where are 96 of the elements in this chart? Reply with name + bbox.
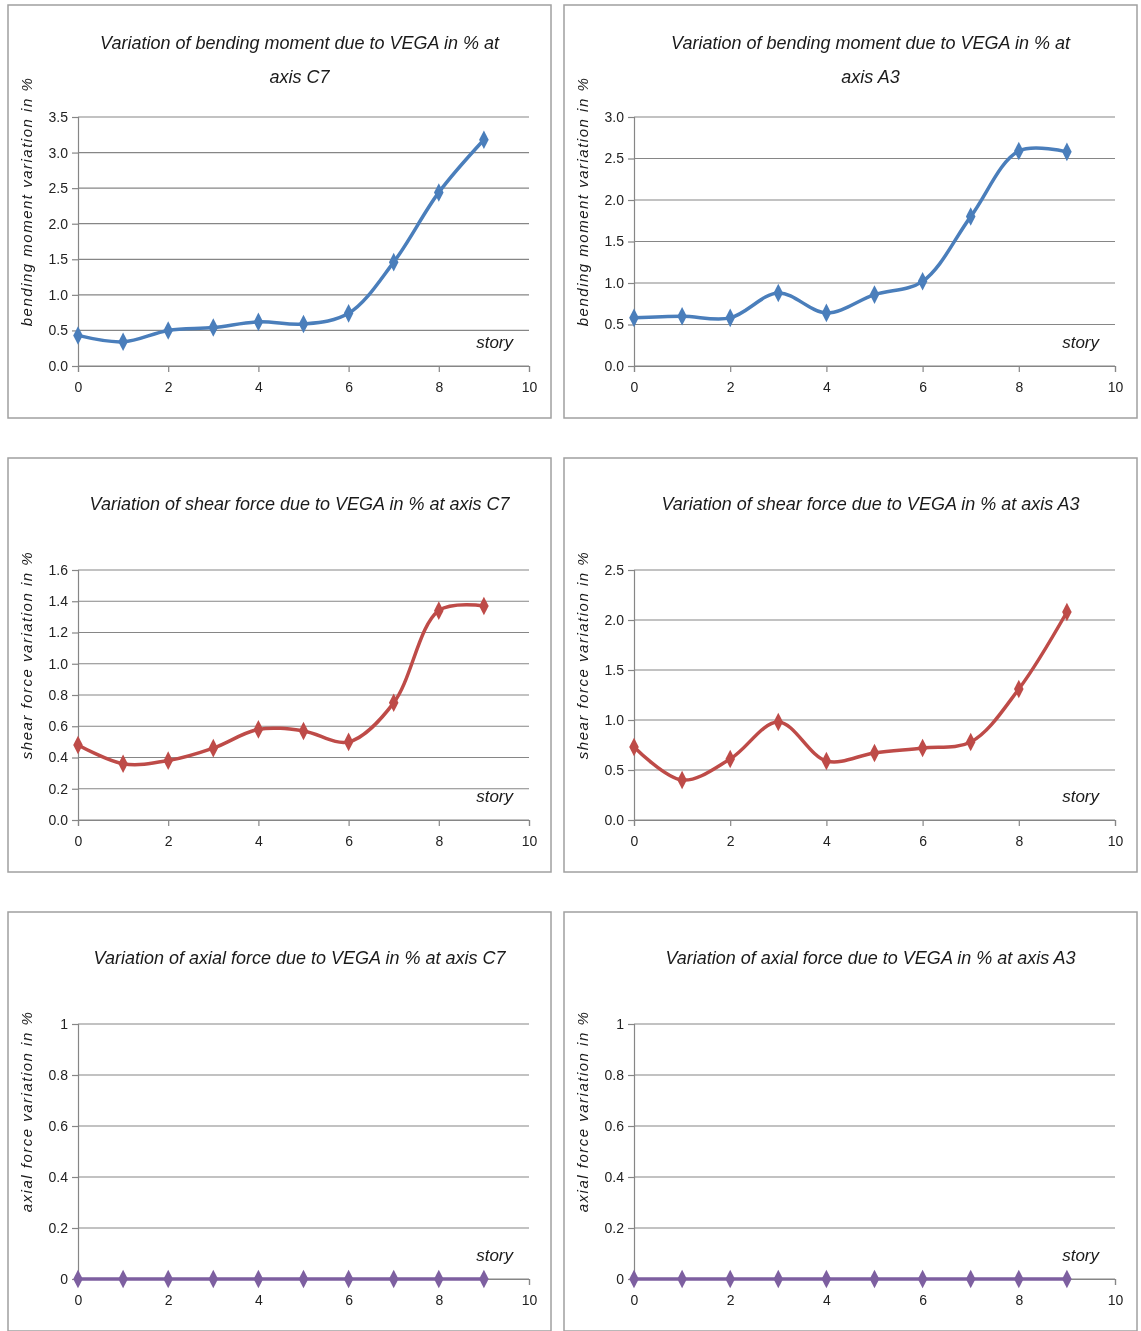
y-tick-label: 3.0 <box>604 108 625 125</box>
y-tick-label: 2.0 <box>604 611 625 628</box>
x-axis-title: story <box>1062 1246 1101 1265</box>
y-tick-label: 0.2 <box>48 780 69 797</box>
y-tick-label: 1.6 <box>48 561 69 578</box>
x-tick-label: 2 <box>726 832 735 849</box>
y-tick-label: 0.0 <box>604 357 625 374</box>
x-tick-label: 6 <box>345 378 354 395</box>
x-tick-label: 4 <box>823 1291 831 1308</box>
y-tick-label: 1.0 <box>604 711 625 728</box>
x-tick-label: 0 <box>630 378 639 395</box>
x-tick-label: 8 <box>1015 1291 1024 1308</box>
x-tick-label: 2 <box>164 1291 173 1308</box>
x-tick-label: 8 <box>435 832 444 849</box>
y-tick-label: 2.5 <box>604 150 625 167</box>
y-tick-label: 0.0 <box>48 811 69 828</box>
x-tick-label: 6 <box>345 832 354 849</box>
chart-title: Variation of axial force due to VEGA in % at axis C7 <box>93 948 507 968</box>
x-tick-label: 8 <box>1015 832 1024 849</box>
x-axis-title: story <box>476 787 515 806</box>
y-tick-label: 2.0 <box>48 215 69 232</box>
y-axis-title: bending moment variation in % <box>574 76 591 327</box>
x-tick-label: 8 <box>435 1291 444 1308</box>
y-tick-label: 0.4 <box>48 1168 69 1185</box>
x-axis-title: story <box>476 333 515 352</box>
y-tick-label: 0.6 <box>48 718 69 735</box>
y-tick-label: 0.6 <box>604 1117 625 1134</box>
y-tick-label: 0.8 <box>604 1066 625 1083</box>
chart-title: Variation of shear force due to VEGA in % at axis A3 <box>661 494 1080 514</box>
y-tick-label: 2.5 <box>604 561 625 578</box>
x-tick-label: 2 <box>164 378 173 395</box>
y-tick-label: 0.4 <box>48 749 69 766</box>
chart-title: Variation of shear force due to VEGA in % at axis C7 <box>89 494 511 514</box>
x-tick-label: 6 <box>919 1291 928 1308</box>
y-tick-label: 3.0 <box>48 144 69 161</box>
x-tick-label: 6 <box>919 832 928 849</box>
y-tick-label: 0.0 <box>48 357 69 374</box>
x-tick-label: 6 <box>919 378 928 395</box>
x-tick-label: 2 <box>726 378 735 395</box>
y-tick-label: 0.4 <box>604 1168 625 1185</box>
y-tick-label: 0.5 <box>604 761 625 778</box>
y-tick-label: 1.0 <box>604 274 625 291</box>
chart-title: Variation of axial force due to VEGA in % at axis A3 <box>665 948 1076 968</box>
chart-title: Variation of bending moment due to VEGA in % at axis C7 <box>100 33 500 87</box>
y-tick-label: 0.6 <box>48 1117 69 1134</box>
x-tick-label: 0 <box>74 378 83 395</box>
y-tick-label: 0.8 <box>48 1066 69 1083</box>
x-tick-label: 0 <box>630 832 639 849</box>
y-axis-title: bending moment variation in % <box>18 76 35 327</box>
y-tick-label: 1.2 <box>48 624 69 641</box>
y-tick-label: 1 <box>60 1015 69 1032</box>
x-tick-label: 10 <box>521 1291 538 1308</box>
y-tick-label: 2.0 <box>604 191 625 208</box>
y-tick-label: 0 <box>616 1270 625 1287</box>
y-tick-label: 0.5 <box>604 316 625 333</box>
y-tick-label: 0.2 <box>48 1219 69 1236</box>
y-tick-label: 0.0 <box>604 811 625 828</box>
y-tick-label: 0.5 <box>48 322 69 339</box>
y-tick-label: 1 <box>616 1015 625 1032</box>
x-tick-label: 0 <box>74 1291 83 1308</box>
chart-title: Variation of bending moment due to VEGA in % at axis A3 <box>671 33 1071 87</box>
x-tick-label: 4 <box>823 832 831 849</box>
y-tick-label: 1.0 <box>48 286 69 303</box>
x-axis-title: story <box>1062 787 1101 806</box>
x-tick-label: 0 <box>74 832 83 849</box>
x-tick-label: 4 <box>823 378 831 395</box>
x-tick-label: 4 <box>255 378 263 395</box>
y-axis-title: shear force variation in % <box>18 550 35 760</box>
y-axis-title: axial force variation in % <box>18 1010 35 1213</box>
y-tick-label: 1.5 <box>604 661 625 678</box>
x-tick-label: 6 <box>345 1291 354 1308</box>
x-tick-label: 8 <box>1015 378 1024 395</box>
x-tick-label: 10 <box>521 378 538 395</box>
x-tick-label: 10 <box>1107 1291 1124 1308</box>
x-tick-label: 10 <box>521 832 538 849</box>
y-tick-label: 3.5 <box>48 108 69 125</box>
x-tick-label: 4 <box>255 832 263 849</box>
x-tick-label: 8 <box>435 378 444 395</box>
x-tick-label: 2 <box>164 832 173 849</box>
x-tick-label: 0 <box>630 1291 639 1308</box>
x-tick-label: 2 <box>726 1291 735 1308</box>
y-tick-label: 1.5 <box>604 233 625 250</box>
x-axis-title: story <box>1062 333 1101 352</box>
y-tick-label: 1.5 <box>48 251 69 268</box>
x-tick-label: 10 <box>1107 378 1124 395</box>
y-tick-label: 0.8 <box>48 686 69 703</box>
x-axis-title: story <box>476 1246 515 1265</box>
y-tick-label: 2.5 <box>48 180 69 197</box>
y-tick-label: 1.4 <box>48 593 69 610</box>
y-axis-title: shear force variation in % <box>574 550 591 760</box>
y-axis-title: axial force variation in % <box>574 1010 591 1213</box>
y-tick-label: 0 <box>60 1270 69 1287</box>
y-tick-label: 1.0 <box>48 655 69 672</box>
x-tick-label: 10 <box>1107 832 1124 849</box>
y-tick-label: 0.2 <box>604 1219 625 1236</box>
x-tick-label: 4 <box>255 1291 263 1308</box>
